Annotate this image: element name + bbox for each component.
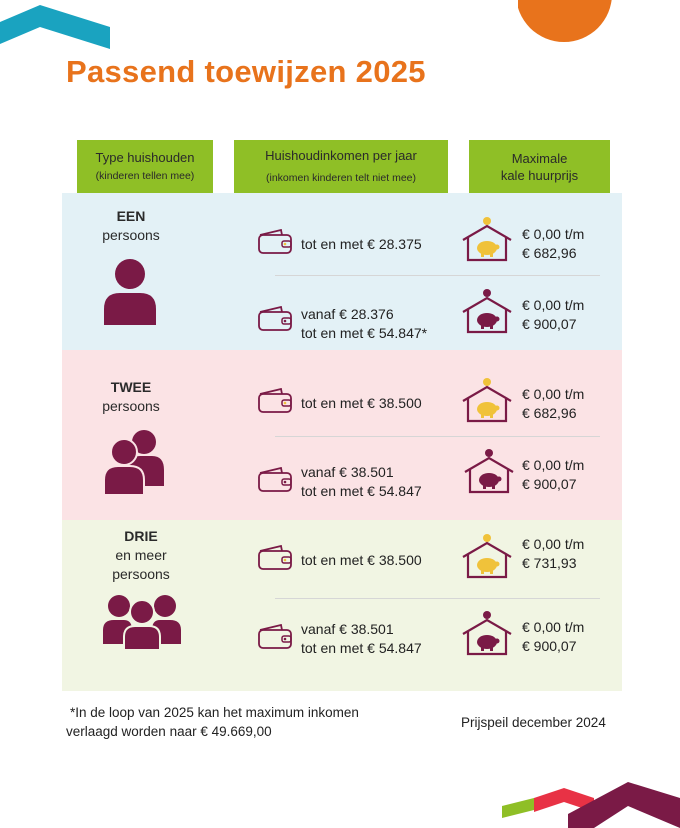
wallet-icon <box>258 545 292 570</box>
house-piggybank-maroon-icon <box>462 611 512 656</box>
rent-line1: € 0,00 t/m <box>522 386 585 402</box>
footnote-line1: *In de loop van 2025 kan het maximum ink… <box>70 705 359 720</box>
income-line1: vanaf € 28.376 <box>301 306 394 322</box>
price-level: Prijspeil december 2024 <box>461 715 606 730</box>
wallet-icon <box>258 467 292 492</box>
header-household-income: Huishoudinkomen per jaar (inkomen kinder… <box>234 140 448 193</box>
rent-line2: € 731,93 <box>522 555 577 571</box>
household-type-sub: en meer <box>115 547 167 563</box>
corner-chevrons-decoration <box>502 782 680 828</box>
wallet-icon <box>258 624 292 649</box>
row-separator <box>275 598 600 599</box>
house-piggybank-gold-icon <box>462 378 512 423</box>
income-range: vanaf € 38.501 tot en met € 54.847 <box>301 463 422 501</box>
wallet-icon <box>258 388 292 413</box>
rent-line1: € 0,00 t/m <box>522 619 585 635</box>
income-line1: tot en met € 38.500 <box>301 395 422 411</box>
income-line1: vanaf € 38.501 <box>301 464 394 480</box>
wallet-icon <box>258 229 292 254</box>
header-max-rent: Maximale kale huurprijs <box>469 140 610 193</box>
income-range: tot en met € 38.500 <box>301 551 422 570</box>
house-piggybank-gold-icon <box>462 217 512 262</box>
row-separator <box>275 275 600 276</box>
income-line1: vanaf € 38.501 <box>301 621 394 637</box>
max-rent: € 0,00 t/m € 682,96 <box>522 225 584 263</box>
header-household-type: Type huishouden (kinderen tellen mee) <box>77 140 213 193</box>
household-type-een: EEN persoons <box>70 207 192 245</box>
teal-chevron-decoration <box>0 5 110 49</box>
header-max-rent-line2: kale huurprijs <box>500 167 579 183</box>
max-rent: € 0,00 t/m € 900,07 <box>522 618 584 656</box>
rent-line1: € 0,00 t/m <box>522 297 585 313</box>
header-max-rent-line1: Maximale <box>511 150 568 166</box>
max-rent: € 0,00 t/m € 900,07 <box>522 296 584 334</box>
household-type-sub: persoons <box>102 398 160 414</box>
max-rent: € 0,00 t/m € 900,07 <box>522 456 584 494</box>
rent-line2: € 682,96 <box>522 245 577 261</box>
household-type-twee: TWEE persoons <box>70 378 192 416</box>
household-type-name: DRIE <box>124 528 158 544</box>
three-persons-icon <box>103 595 181 651</box>
row-separator <box>275 436 600 437</box>
person-icon <box>104 259 156 325</box>
rent-line2: € 900,07 <box>522 638 577 654</box>
income-range: tot en met € 38.500 <box>301 394 422 413</box>
household-type-name: TWEE <box>110 379 152 395</box>
household-type-sub: persoons <box>102 227 160 243</box>
page-title: Passend toewijzen 2025 <box>66 54 426 89</box>
rent-line2: € 900,07 <box>522 316 577 332</box>
income-line1: tot en met € 28.375 <box>301 236 422 252</box>
rent-line1: € 0,00 t/m <box>522 226 585 242</box>
household-type-drie: DRIE en meer persoons <box>70 527 212 584</box>
orange-circle-decoration <box>518 0 612 42</box>
two-persons-icon <box>103 430 164 496</box>
max-rent: € 0,00 t/m € 682,96 <box>522 385 584 423</box>
house-piggybank-maroon-icon <box>464 449 514 494</box>
income-range: vanaf € 28.376 tot en met € 54.847* <box>301 305 427 343</box>
max-rent: € 0,00 t/m € 731,93 <box>522 535 584 573</box>
household-type-sub2: persoons <box>112 566 170 582</box>
income-line2: tot en met € 54.847* <box>301 325 428 341</box>
footnote: *In de loop van 2025 kan het maximum ink… <box>66 703 359 741</box>
rent-line2: € 900,07 <box>522 476 577 492</box>
header-household-type-label: Type huishouden <box>95 149 195 165</box>
income-range: tot en met € 28.375 <box>301 235 422 254</box>
rent-line2: € 682,96 <box>522 405 577 421</box>
house-piggybank-maroon-icon <box>462 289 512 334</box>
header-household-type-note: (kinderen tellen mee) <box>95 169 195 182</box>
income-line1: tot en met € 38.500 <box>301 552 422 568</box>
income-line2: tot en met € 54.847 <box>301 483 422 499</box>
wallet-icon <box>258 306 292 331</box>
household-type-name: EEN <box>116 208 146 224</box>
rent-line1: € 0,00 t/m <box>522 457 585 473</box>
header-income-note: (inkomen kinderen telt niet mee) <box>266 171 416 184</box>
header-income-label: Huishoudinkomen per jaar <box>265 147 417 163</box>
footnote-line2: verlaagd worden naar € 49.669,00 <box>66 724 272 739</box>
rent-line1: € 0,00 t/m <box>522 536 585 552</box>
income-line2: tot en met € 54.847 <box>301 640 422 656</box>
house-piggybank-gold-icon <box>462 534 512 579</box>
income-range: vanaf € 38.501 tot en met € 54.847 <box>301 620 422 658</box>
section-twee-background <box>62 350 622 520</box>
